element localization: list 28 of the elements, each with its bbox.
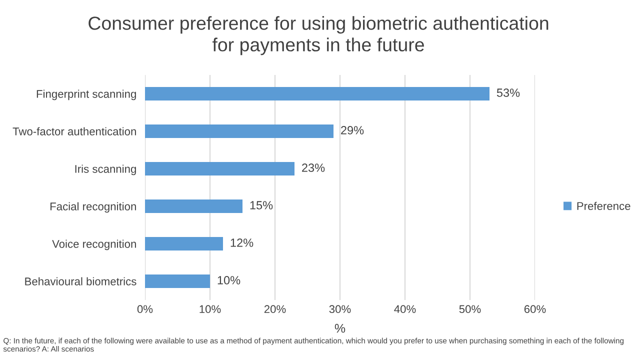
x-tick-label: 30% (329, 305, 351, 314)
y-tick-label: Fingerprint scanning (36, 90, 136, 100)
x-tick-label: 10% (200, 305, 221, 314)
bar (145, 87, 490, 100)
data-label: 53% (496, 88, 520, 97)
y-tick-label: Two-factor authentication (12, 127, 136, 136)
y-tick-label: Behavioural biometrics (25, 277, 136, 286)
x-tick-label: 40% (394, 305, 416, 314)
bar (145, 162, 294, 176)
data-label: 12% (230, 238, 254, 247)
data-label: 23% (302, 164, 325, 172)
data-label: 15% (250, 201, 273, 210)
x-tick-label: 20% (264, 305, 286, 314)
bar (145, 274, 210, 288)
y-tick-label: Iris scanning (75, 164, 136, 176)
data-label: 10% (218, 276, 240, 284)
x-tick-label: 0% (137, 305, 153, 314)
legend-label: Preference (577, 202, 630, 210)
bar (145, 200, 242, 213)
y-tick-label: Facial recognition (50, 202, 136, 213)
y-tick-label: Voice recognition (52, 240, 136, 250)
bar (145, 237, 223, 250)
x-tick-label: 60% (524, 305, 546, 314)
x-tick-label: 50% (459, 305, 481, 314)
x-axis-title: % (334, 324, 346, 333)
bar (145, 124, 334, 138)
data-label: 29% (341, 126, 364, 134)
chart-title: Consumer preference for using biometric authentication for payments in the future (88, 16, 548, 56)
